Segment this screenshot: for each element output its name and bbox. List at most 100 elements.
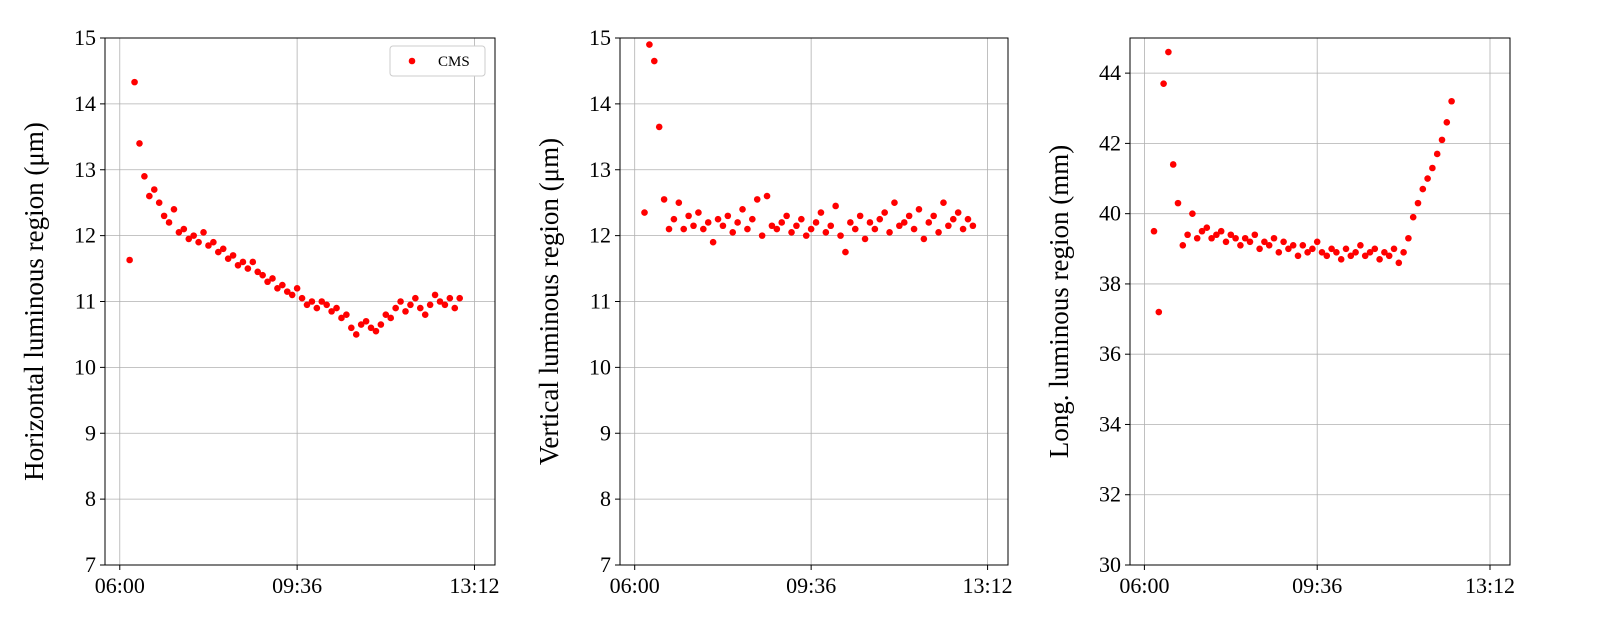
data-point	[382, 311, 390, 318]
x-tick-label: 06:00	[610, 573, 660, 598]
data-point	[200, 229, 207, 236]
data-point	[1333, 249, 1340, 256]
data-point	[739, 205, 746, 213]
data-point	[1409, 213, 1417, 221]
data-point	[1184, 231, 1191, 239]
y-tick-label: 8	[600, 486, 611, 511]
data-point	[940, 199, 947, 206]
data-point	[734, 219, 741, 226]
y-tick-label: 38	[1099, 271, 1121, 296]
data-point	[1443, 119, 1451, 126]
data-point	[348, 324, 355, 332]
data-point	[1160, 80, 1167, 87]
data-point	[1203, 224, 1211, 232]
data-point	[847, 219, 854, 226]
y-tick-label: 9	[600, 420, 611, 445]
data-point	[1198, 227, 1206, 235]
subplot: 7 8 9 10 11 12 13 14 15 06:00 09:36 13:12 Horizontal…	[19, 25, 500, 598]
data-point	[1328, 245, 1335, 253]
data-point	[1309, 245, 1316, 253]
data-point	[719, 222, 727, 230]
data-point	[1352, 249, 1359, 256]
data-point	[1265, 241, 1273, 249]
data-point	[254, 268, 262, 276]
data-point	[155, 199, 163, 206]
data-point	[695, 209, 702, 216]
data-point	[1270, 234, 1278, 242]
data-point	[783, 212, 790, 220]
data-point	[925, 219, 933, 226]
data-point	[1304, 249, 1311, 256]
data-point	[935, 229, 942, 236]
data-point	[269, 275, 276, 282]
data-point	[288, 291, 296, 299]
data-point	[1232, 234, 1239, 242]
x-tick-label: 09:36	[786, 573, 836, 598]
data-point	[837, 232, 844, 239]
data-point	[822, 229, 830, 236]
data-point	[343, 311, 350, 318]
data-point	[150, 186, 158, 193]
data-point	[1289, 241, 1297, 249]
data-point	[1256, 245, 1263, 253]
data-point	[704, 219, 712, 226]
data-point	[1366, 249, 1374, 256]
data-point	[1217, 227, 1225, 235]
data-point	[969, 222, 977, 230]
data-point	[274, 285, 281, 292]
data-point	[234, 261, 242, 269]
y-axis-title: Long. luminous region (mm)	[1044, 145, 1074, 458]
y-tick-label: 10	[74, 354, 96, 379]
data-point	[175, 229, 183, 236]
data-point	[660, 196, 668, 203]
y-tick-label: 30	[1099, 552, 1121, 577]
data-point	[1400, 249, 1407, 256]
data-point	[1280, 238, 1287, 246]
data-point	[1361, 252, 1369, 260]
data-point	[900, 219, 908, 226]
data-point	[431, 291, 439, 299]
data-point	[416, 304, 424, 312]
data-point	[170, 205, 178, 213]
x-tick-label: 09:36	[272, 573, 322, 598]
y-tick-label: 11	[75, 289, 96, 314]
data-point	[215, 248, 222, 256]
data-point	[812, 219, 820, 226]
data-point	[1433, 150, 1441, 158]
data-point	[402, 308, 409, 315]
data-point	[665, 225, 673, 233]
data-point	[1179, 241, 1187, 249]
data-point	[1357, 241, 1364, 249]
data-point	[1419, 185, 1427, 193]
data-point	[333, 304, 340, 312]
data-point	[451, 304, 459, 312]
data-point	[709, 238, 717, 246]
data-point	[1169, 161, 1177, 168]
data-point	[1222, 238, 1230, 246]
data-point	[185, 235, 193, 243]
data-point	[832, 202, 839, 210]
data-point	[670, 215, 678, 223]
data-point	[412, 294, 419, 302]
data-point	[313, 304, 321, 312]
data-point	[807, 225, 815, 233]
data-point	[146, 192, 153, 200]
y-tick-label: 8	[85, 486, 96, 511]
data-point	[131, 78, 138, 86]
y-tick-label: 12	[589, 223, 611, 248]
data-point	[910, 225, 918, 233]
data-point	[1376, 256, 1383, 263]
data-point	[724, 212, 732, 220]
y-tick-label: 32	[1099, 482, 1121, 507]
data-point	[1381, 249, 1388, 256]
data-point	[259, 271, 266, 279]
y-axis-title: Horizontal luminous region (μm)	[19, 122, 49, 481]
data-point	[861, 235, 869, 243]
subplot: 7 8 9 10 11 12 13 14 15 06:00 09:36 13:12 Vertical l…	[534, 25, 1013, 598]
data-point	[1261, 238, 1268, 246]
data-point	[1165, 48, 1172, 56]
data-point	[244, 265, 252, 272]
y-tick-label: 10	[589, 354, 611, 379]
data-point	[362, 317, 370, 325]
data-point	[195, 238, 202, 246]
